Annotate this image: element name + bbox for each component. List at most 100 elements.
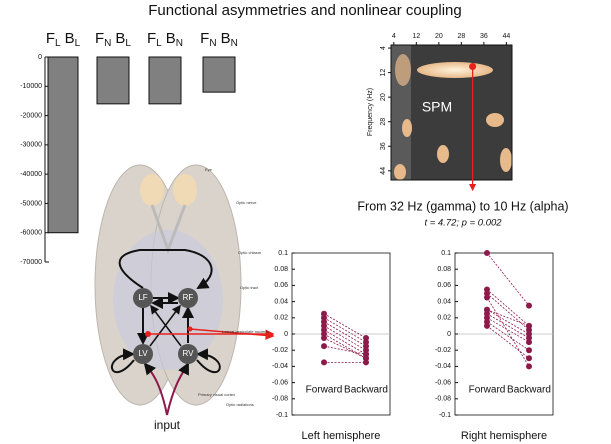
y-tick-label: -0.06 [435, 379, 451, 386]
pair-line [323, 325, 367, 351]
x-tick-label: 44 [502, 33, 510, 40]
anatomy-label: Primary visual cortex [198, 392, 235, 397]
forward-point [484, 322, 490, 329]
statistics: t = 4.72; p = 0.002 [424, 218, 502, 229]
pair-line [486, 317, 530, 343]
annotation: From 32 Hz (gamma) to 10 Hz (alpha) [357, 199, 568, 213]
node-label: RV [183, 349, 195, 358]
y-tick-label: -0.04 [272, 363, 288, 370]
y-tick-label: -0.08 [272, 396, 288, 403]
pair-line [486, 293, 530, 331]
pair-line [486, 313, 530, 339]
y-tick-label: -0.04 [435, 363, 451, 370]
backward-point [526, 302, 532, 309]
y-tick-label: 0.04 [437, 298, 451, 305]
heatmap-label: SPM [422, 99, 452, 115]
pair-line [323, 313, 367, 339]
y-tick-label: 0.1 [278, 250, 288, 257]
forward-point [484, 294, 490, 301]
y-tick-label: 44 [380, 167, 387, 175]
y-tick-label: 0 [447, 331, 451, 338]
backward-point [526, 339, 532, 346]
forward-point [484, 250, 490, 256]
x-tick-label: 36 [480, 33, 488, 40]
backward-point [526, 363, 532, 370]
y-tick-label: -0.02 [435, 347, 451, 354]
y-tick-label: 20 [380, 93, 387, 101]
pair-line [486, 321, 530, 351]
category-label: Forward [306, 385, 343, 396]
x-axis-label: Right hemisphere [461, 430, 547, 442]
y-tick-label: -0.1 [439, 412, 451, 419]
brain-illustration [94, 164, 275, 416]
y-tick-label: -60000 [20, 230, 42, 237]
forward-point [321, 335, 327, 342]
y-tick-label: 0.06 [274, 282, 288, 289]
backward-point [526, 322, 532, 329]
y-tick-label: -30000 [20, 142, 42, 149]
category-label: FN BN [200, 30, 238, 49]
y-tick-label: 4 [380, 46, 387, 50]
forward-point [484, 306, 490, 313]
y-tick-label: -50000 [20, 200, 42, 207]
y-tick-label: -20000 [20, 112, 42, 119]
pair-line [486, 289, 530, 327]
y-tick-label: 0 [38, 54, 42, 61]
bar [148, 56, 182, 105]
bar [202, 56, 236, 93]
y-tick-label: -0.1 [276, 412, 288, 419]
input-label: input [154, 418, 181, 432]
y-tick-label: -0.06 [272, 379, 288, 386]
x-tick-label: 4 [392, 33, 396, 40]
pair-line [323, 337, 367, 359]
anatomy-label: Lateral geniculate nucleus [222, 329, 268, 334]
figure-title: Functional asymmetries and nonlinear cou… [148, 2, 462, 19]
anatomy-label: Optic radiations [226, 402, 254, 407]
x-tick-label: 20 [435, 33, 443, 40]
peak-marker [469, 62, 477, 70]
pair-line [323, 345, 367, 355]
pair-line [486, 297, 530, 367]
anatomy-label: Optic nerve [236, 200, 257, 205]
y-tick-label: 0.06 [437, 282, 451, 289]
pair-line [323, 321, 367, 347]
y-tick-label: -0.02 [272, 347, 288, 354]
category-label: FL BL [46, 30, 81, 49]
category-label: FN BL [95, 30, 131, 49]
pair-line [486, 309, 530, 327]
category-label: Backward [507, 385, 551, 396]
heatmap-frame [390, 44, 513, 181]
y-tick-label: 0 [284, 331, 288, 338]
node-label: LF [138, 293, 147, 302]
y-tick-label: 28 [380, 118, 387, 126]
y-tick-label: 12 [380, 69, 387, 77]
y-tick-label: -0.08 [435, 396, 451, 403]
heatmap-image [391, 45, 512, 180]
y-tick-label: 0.1 [441, 250, 451, 257]
anatomy-label: Eye [205, 167, 213, 172]
x-axis-label: Left hemisphere [302, 430, 381, 442]
x-tick-label: 12 [412, 33, 420, 40]
y-tick-label: 0.04 [274, 298, 288, 305]
y-tick-label: 0.02 [274, 315, 288, 322]
backward-point [526, 347, 532, 354]
y-tick-label: 0.02 [437, 315, 451, 322]
y-axis-label: Frequency (Hz) [367, 88, 374, 136]
category-label: Forward [469, 385, 506, 396]
forward-point [321, 343, 327, 350]
anatomy-label: Optic tract [240, 285, 259, 290]
bar [96, 56, 130, 105]
pair-line [323, 317, 367, 343]
pair-line [486, 309, 530, 335]
pair-line [323, 333, 367, 359]
y-tick-label: -40000 [20, 171, 42, 178]
pair-line [323, 329, 367, 355]
y-tick-label: 36 [380, 142, 387, 150]
backward-point [526, 355, 532, 362]
pair-line [486, 325, 530, 359]
pair-line [486, 252, 530, 306]
node-label: RF [183, 293, 194, 302]
backward-point [363, 351, 369, 358]
